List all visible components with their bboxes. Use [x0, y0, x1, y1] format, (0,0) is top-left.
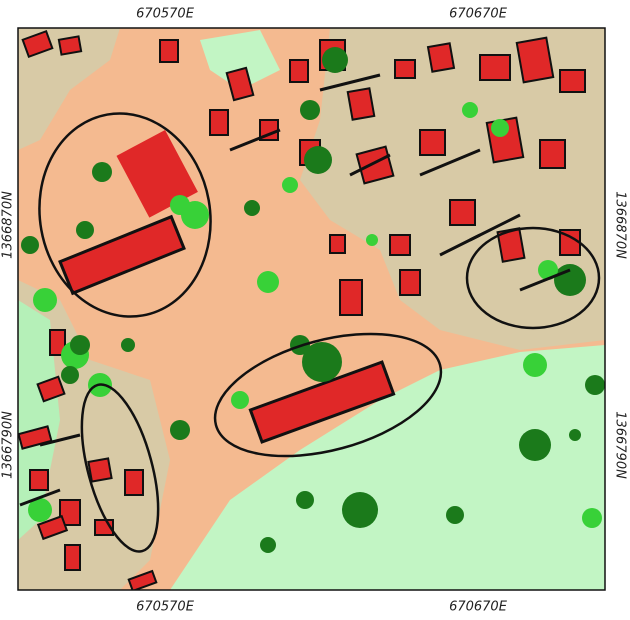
tree [446, 506, 464, 524]
building [400, 270, 420, 295]
bottom-coordinate: 670670E [449, 600, 508, 615]
building [330, 235, 345, 253]
tree [170, 420, 190, 440]
building [357, 147, 394, 184]
tree [170, 195, 190, 215]
tree [21, 236, 39, 254]
tree [304, 146, 332, 174]
top-coordinate: 670570E [136, 7, 195, 22]
tree [282, 177, 298, 193]
building [540, 140, 565, 168]
building [340, 280, 362, 315]
tree [296, 491, 314, 509]
bottom-coordinate: 670570E [136, 600, 195, 615]
building [395, 60, 415, 78]
tree [260, 537, 276, 553]
building [30, 470, 48, 490]
right-coordinate: 1366870N [613, 191, 628, 259]
building [560, 70, 585, 92]
tree [582, 508, 602, 528]
building [65, 545, 80, 570]
tree [342, 492, 378, 528]
tree [523, 353, 547, 377]
tree [554, 264, 586, 296]
building [517, 38, 553, 83]
tree [231, 391, 249, 409]
tree [366, 234, 378, 246]
map-area [18, 28, 605, 591]
tree [519, 429, 551, 461]
building [420, 130, 445, 155]
building [390, 235, 410, 255]
building [160, 40, 178, 62]
building [428, 43, 454, 71]
building [210, 110, 228, 135]
building [290, 60, 308, 82]
tree [585, 375, 605, 395]
building [348, 88, 375, 119]
building [480, 55, 510, 80]
top-coordinate: 670670E [449, 7, 508, 22]
tree [300, 100, 320, 120]
tree [322, 47, 348, 73]
tree [491, 119, 509, 137]
tree [257, 271, 279, 293]
tree [61, 366, 79, 384]
tree [70, 335, 90, 355]
tree [76, 221, 94, 239]
tree [462, 102, 478, 118]
left-coordinate: 1366870N [1, 191, 16, 259]
left-coordinate: 1366790N [1, 411, 16, 479]
tree [244, 200, 260, 216]
tree [92, 162, 112, 182]
tree [121, 338, 135, 352]
tree [569, 429, 581, 441]
building [125, 470, 143, 495]
right-coordinate: 1366790N [613, 411, 628, 479]
tree [33, 288, 57, 312]
building [88, 458, 111, 481]
map-figure: 670570E 670670E 670570E 670670E 1366870N… [0, 0, 630, 620]
building [59, 36, 81, 54]
building [450, 200, 475, 225]
